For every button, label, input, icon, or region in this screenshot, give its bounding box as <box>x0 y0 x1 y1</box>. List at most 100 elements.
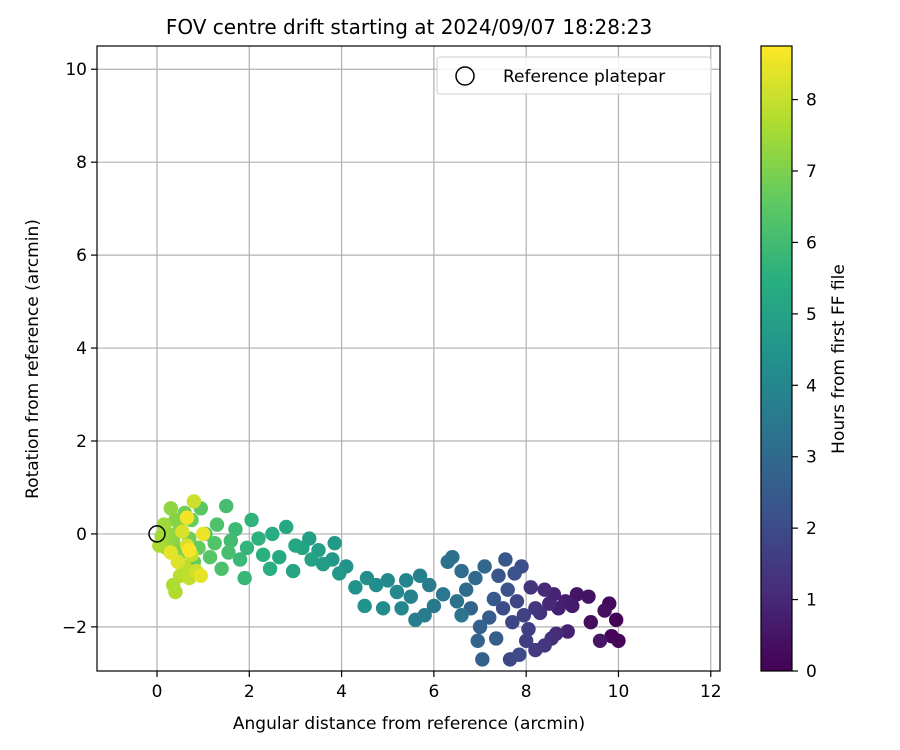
data-point <box>408 612 423 628</box>
data-point <box>232 552 248 567</box>
data-point <box>454 563 469 579</box>
data-point <box>528 601 543 616</box>
x-tick-label: 8 <box>521 682 532 702</box>
data-point <box>495 601 511 616</box>
data-point <box>491 568 506 583</box>
colorbar-tick-label: 1 <box>806 591 817 611</box>
data-point <box>486 591 502 607</box>
y-axis-label: Rotation from reference (arcmin) <box>23 219 43 499</box>
data-point <box>262 561 278 576</box>
data-point <box>528 642 543 658</box>
data-point <box>542 596 557 611</box>
data-point <box>357 598 372 614</box>
data-point <box>440 554 455 569</box>
data-point <box>265 526 280 542</box>
x-axis-label: Angular distance from reference (arcmin) <box>233 714 585 734</box>
data-point <box>597 603 612 618</box>
data-point <box>179 510 195 525</box>
colorbar-tick-label: 6 <box>806 233 817 253</box>
data-point <box>505 615 520 630</box>
data-point <box>482 610 497 625</box>
data-point <box>375 601 391 616</box>
colorbar-gradient <box>760 45 793 672</box>
colorbar-ticks: 0 1 2 3 4 5 6 7 8 <box>792 91 817 682</box>
data-point <box>168 584 183 600</box>
data-point <box>288 538 303 553</box>
plot-frame <box>96 45 721 672</box>
data-point <box>214 561 229 576</box>
data-point <box>348 580 363 595</box>
data-point <box>327 536 342 551</box>
data-point <box>315 556 331 572</box>
data-point <box>285 563 301 579</box>
colorbar-tick-label: 3 <box>806 448 817 468</box>
data-point <box>359 570 375 586</box>
colorbar-tick-label: 8 <box>806 91 817 111</box>
data-point <box>209 517 225 532</box>
data-point <box>458 582 474 597</box>
data-point <box>251 531 266 546</box>
data-point <box>207 536 222 551</box>
data-point <box>468 570 483 586</box>
data-point <box>221 545 236 560</box>
data-point <box>202 549 218 565</box>
data-point <box>472 619 488 635</box>
colorbar-tick-label: 0 <box>806 662 817 682</box>
data-point <box>186 494 202 509</box>
data-point <box>583 615 598 630</box>
data-point <box>237 570 252 586</box>
colorbar-label: Hours from first FF file <box>829 264 849 454</box>
data-points <box>152 494 626 667</box>
data-point <box>454 608 469 623</box>
data-point <box>272 549 287 565</box>
data-point <box>239 540 255 556</box>
data-point <box>521 621 536 637</box>
data-point <box>175 524 190 539</box>
colorbar-tick-label: 4 <box>806 376 817 396</box>
reference-platepar-marker <box>148 525 166 543</box>
x-axis-ticks: 0 2 4 6 8 10 12 <box>152 671 722 702</box>
data-point <box>518 633 534 648</box>
data-point <box>304 552 319 567</box>
data-point <box>193 568 209 583</box>
data-point <box>488 631 504 646</box>
data-point <box>398 573 414 588</box>
data-point <box>475 652 490 667</box>
data-point <box>477 559 492 574</box>
x-tick-label: 0 <box>152 682 163 702</box>
data-point <box>163 545 179 560</box>
data-point <box>156 517 172 532</box>
colorbar: 0 1 2 3 4 5 6 7 8 Hours from first FF file <box>760 45 849 682</box>
data-point <box>182 542 197 558</box>
data-point <box>498 552 513 567</box>
data-point <box>219 498 234 514</box>
legend-box <box>436 56 712 95</box>
data-point <box>537 582 552 597</box>
colorbar-tick-label: 2 <box>806 519 817 539</box>
y-axis-ticks: −2 0 2 4 6 8 10 <box>62 60 97 638</box>
data-point <box>516 608 532 623</box>
data-point <box>195 526 211 542</box>
data-point <box>435 587 451 602</box>
y-tick-label: 10 <box>65 60 87 80</box>
data-point <box>523 580 538 595</box>
data-point <box>228 522 243 537</box>
legend: Reference platepar <box>436 56 712 95</box>
data-point <box>394 601 409 616</box>
colorbar-tick-label: 7 <box>806 162 817 182</box>
x-tick-label: 2 <box>244 682 255 702</box>
data-point <box>223 533 239 549</box>
y-tick-label: 2 <box>76 432 87 452</box>
data-point <box>500 582 515 597</box>
x-tick-label: 10 <box>608 682 630 702</box>
data-point <box>422 577 437 593</box>
data-point <box>581 589 596 604</box>
data-point <box>403 589 419 604</box>
y-tick-label: 0 <box>76 525 87 545</box>
legend-entry-label: Reference platepar <box>503 67 665 87</box>
data-point <box>611 633 626 648</box>
y-tick-label: 6 <box>76 246 87 266</box>
data-point <box>560 624 575 639</box>
data-point <box>380 573 395 588</box>
